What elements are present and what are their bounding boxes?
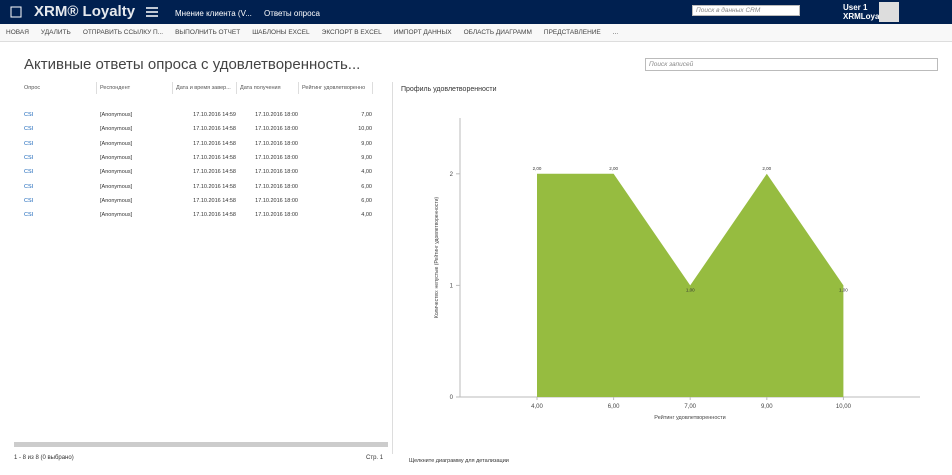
toolbar-button[interactable]: ЭКСПОРТ В EXCEL	[321, 29, 382, 36]
x-tick-label: 7,00	[684, 404, 696, 410]
cell: [Anonymous]	[100, 212, 133, 219]
toolbar-button[interactable]: ВЫПОЛНИТЬ ОТЧЕТ	[175, 29, 241, 36]
cell: 4,00	[361, 169, 372, 176]
cell: 9,00	[361, 154, 372, 161]
column-header[interactable]: Рейтинг удовлетворенно	[302, 82, 373, 94]
cell: 17.10.2016 14:58	[193, 212, 236, 219]
cell[interactable]: CSI	[24, 126, 34, 133]
record-search[interactable]: Поиск записей	[645, 58, 938, 71]
cell[interactable]: CSI	[24, 140, 34, 147]
value-label: 2,00	[609, 166, 618, 171]
cell: 7,00	[361, 112, 372, 118]
cell: 17.10.2016 14:58	[193, 154, 236, 161]
cell: 17.10.2016 18:00	[255, 140, 298, 147]
cell: [Anonymous]	[100, 197, 133, 204]
breadcrumb[interactable]: Мнение клиента (V...	[175, 9, 252, 18]
x-axis-label: Рейтинг удовлетворенности	[654, 414, 725, 421]
org-name[interactable]: XRMLoyalty	[843, 12, 889, 21]
cell: [Anonymous]	[100, 112, 133, 118]
cell: 10,00	[358, 126, 372, 133]
column-header[interactable]: Дата и время завер...	[176, 82, 237, 94]
x-tick-label: 10,00	[836, 404, 852, 410]
x-tick-label: 4,00	[531, 404, 543, 410]
cell: [Anonymous]	[100, 140, 133, 147]
cell[interactable]: CSI	[24, 112, 34, 118]
toolbar-button[interactable]: НОВАЯ	[6, 29, 29, 36]
cell[interactable]: CSI	[24, 212, 34, 219]
chart-panel: Профиль удовлетворенности 0 1 2 4,00 2,00 6,0…	[397, 82, 952, 464]
toolbar-button[interactable]: ОБЛАСТЬ ДИАГРАММ	[463, 29, 532, 36]
cell: 17.10.2016 14:58	[193, 197, 236, 204]
cell: 17.10.2016 18:00	[255, 183, 298, 190]
cell[interactable]: CSI	[24, 169, 34, 176]
cell: 17.10.2016 18:00	[255, 169, 298, 176]
status: 1 - 8 из 8 (0 выбрано)	[14, 455, 74, 461]
y-tick-label: 1	[450, 283, 454, 289]
cell: 6,00	[361, 197, 372, 204]
value-label: 2,00	[762, 166, 771, 171]
area[interactable]	[537, 173, 844, 397]
menu-icon[interactable]	[146, 7, 158, 17]
avatar[interactable]	[879, 2, 899, 22]
chart-title[interactable]: Профиль удовлетворенности	[401, 86, 497, 93]
cell: 17.10.2016 14:58	[193, 169, 236, 176]
y-tick-label: 0	[450, 395, 454, 401]
toolbar: НОВАЯ УДАЛИТЬ ОТПРАВИТЬ ССЫЛКУ П... ВЫПОЛНИ…	[0, 24, 952, 42]
global-search[interactable]: Поиск в данных CRM	[692, 5, 800, 16]
user-name[interactable]: User 1	[843, 3, 868, 12]
value-label: 2,00	[533, 166, 542, 171]
toolbar-button[interactable]: ...	[612, 29, 619, 36]
column-header[interactable]: Дата получения	[240, 82, 299, 94]
cell: [Anonymous]	[100, 126, 133, 133]
app-icon[interactable]	[10, 6, 22, 18]
x-tick-label: 6,00	[608, 404, 620, 410]
value-label: 1,00	[839, 287, 848, 292]
cell: 4,00	[361, 212, 372, 219]
cell: [Anonymous]	[100, 183, 133, 190]
toolbar-button[interactable]: ИМПОРТ ДАННЫХ	[393, 29, 452, 36]
cell[interactable]: CSI	[24, 197, 34, 204]
cell: 17.10.2016 14:58	[193, 126, 236, 133]
toolbar-button[interactable]: ШАБЛОНЫ EXCEL	[252, 29, 310, 36]
y-axis-label: Количество: непустые (Рейтинг удовлетвор…	[433, 197, 440, 319]
cell: 6,00	[361, 183, 372, 190]
cell: [Anonymous]	[100, 169, 133, 176]
chart-hint: Щелкните диаграмму для детализации	[409, 458, 509, 464]
cell: 9,00	[361, 140, 372, 147]
column-header[interactable]: Респондент	[100, 82, 173, 94]
toolbar-button[interactable]: ПРЕДСТАВЛЕНИЕ	[543, 29, 601, 36]
scrollbar[interactable]	[14, 442, 388, 447]
view-title[interactable]: Активные ответы опроса с удовлетвореннос…	[24, 56, 361, 73]
cell: 17.10.2016 14:59	[193, 112, 236, 118]
cell: 17.10.2016 18:00	[255, 112, 298, 118]
nav-bar: XRM® Loyalty Мнение клиента (V... Ответы…	[0, 0, 952, 24]
cell: 17.10.2016 14:58	[193, 140, 236, 147]
page-number: Стр. 1	[366, 455, 384, 461]
records-grid: Опрос Респондент Дата и время завер... Дата…	[0, 82, 393, 454]
chart[interactable]: 0 1 2 4,00 2,00 6,00 2,00 7,00 1,00 9,00 2,00 10,00…	[397, 96, 952, 451]
y-tick-label: 2	[450, 172, 454, 178]
breadcrumb[interactable]: Ответы опроса	[264, 9, 320, 18]
x-tick-label: 9,00	[761, 404, 773, 410]
brand[interactable]: XRM® Loyalty	[34, 3, 136, 20]
toolbar-button[interactable]: ОТПРАВИТЬ ССЫЛКУ П...	[82, 29, 164, 36]
cell: [Anonymous]	[100, 154, 133, 161]
column-header[interactable]: Опрос	[24, 82, 97, 94]
value-label: 1,00	[686, 287, 695, 292]
cell: 17.10.2016 18:00	[255, 212, 298, 219]
cell[interactable]: CSI	[24, 183, 34, 190]
cell[interactable]: CSI	[24, 154, 34, 161]
toolbar-button[interactable]: УДАЛИТЬ	[40, 29, 71, 36]
cell: 17.10.2016 18:00	[255, 197, 298, 204]
cell: 17.10.2016 14:58	[193, 183, 236, 190]
cell: 17.10.2016 18:00	[255, 126, 298, 133]
cell: 17.10.2016 18:00	[255, 154, 298, 161]
